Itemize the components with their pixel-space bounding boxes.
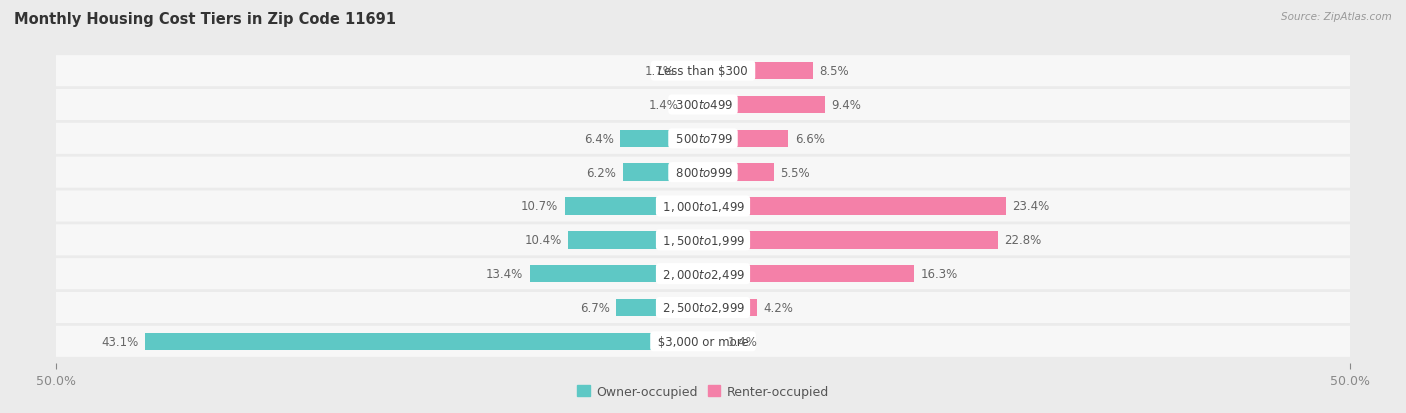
FancyBboxPatch shape [49,292,1357,323]
Text: 1.4%: 1.4% [648,99,679,112]
Bar [145,333,703,350]
Bar [530,265,703,283]
Bar [703,198,1005,215]
Text: $300 to $499: $300 to $499 [672,99,734,112]
Bar [685,97,703,114]
Text: $1,500 to $1,999: $1,500 to $1,999 [659,233,747,247]
Text: 1.7%: 1.7% [645,65,675,78]
Bar [703,130,789,148]
Bar [703,164,775,182]
Bar [616,299,703,316]
FancyBboxPatch shape [49,191,1357,222]
FancyBboxPatch shape [49,157,1357,188]
Text: 5.5%: 5.5% [780,166,810,179]
Bar [565,198,703,215]
Text: $2,000 to $2,499: $2,000 to $2,499 [659,267,747,281]
Bar [703,231,998,249]
Text: 22.8%: 22.8% [1004,234,1042,247]
FancyBboxPatch shape [49,259,1357,290]
Text: Source: ZipAtlas.com: Source: ZipAtlas.com [1281,12,1392,22]
Legend: Owner-occupied, Renter-occupied: Owner-occupied, Renter-occupied [578,385,828,398]
Text: 23.4%: 23.4% [1012,200,1049,213]
Text: 6.2%: 6.2% [586,166,616,179]
Text: 10.4%: 10.4% [524,234,562,247]
Text: $500 to $799: $500 to $799 [672,133,734,145]
Bar [703,97,824,114]
Bar [623,164,703,182]
Text: Monthly Housing Cost Tiers in Zip Code 11691: Monthly Housing Cost Tiers in Zip Code 1… [14,12,396,27]
Bar [681,63,703,80]
Text: 43.1%: 43.1% [101,335,139,348]
Text: 13.4%: 13.4% [486,268,523,280]
Text: 4.2%: 4.2% [763,301,793,314]
Text: 10.7%: 10.7% [520,200,558,213]
Text: 6.6%: 6.6% [794,133,825,145]
Text: 8.5%: 8.5% [820,65,849,78]
Bar [568,231,703,249]
FancyBboxPatch shape [49,225,1357,256]
Text: $2,500 to $2,999: $2,500 to $2,999 [659,301,747,315]
FancyBboxPatch shape [49,56,1357,87]
Text: Less than $300: Less than $300 [654,65,752,78]
FancyBboxPatch shape [49,123,1357,154]
Text: 16.3%: 16.3% [921,268,957,280]
FancyBboxPatch shape [49,90,1357,121]
Text: 9.4%: 9.4% [831,99,860,112]
FancyBboxPatch shape [49,326,1357,357]
Text: 6.4%: 6.4% [583,133,614,145]
Text: 1.4%: 1.4% [727,335,758,348]
Text: $1,000 to $1,499: $1,000 to $1,499 [659,199,747,214]
Text: 6.7%: 6.7% [581,301,610,314]
Bar [703,333,721,350]
Bar [703,265,914,283]
Bar [620,130,703,148]
Bar [703,299,758,316]
Text: $800 to $999: $800 to $999 [672,166,734,179]
Bar [703,63,813,80]
Text: $3,000 or more: $3,000 or more [654,335,752,348]
